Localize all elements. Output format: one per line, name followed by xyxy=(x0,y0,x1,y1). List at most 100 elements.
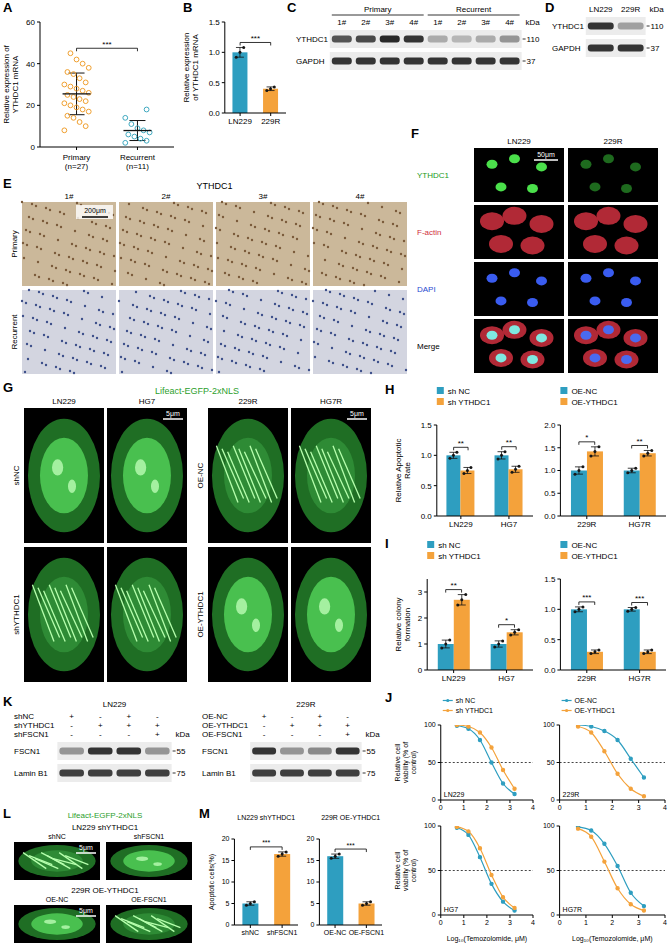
svg-text:0: 0 xyxy=(439,804,443,811)
svg-text:Relative Apoptotic: Relative Apoptotic xyxy=(394,438,403,502)
svg-text:229R OE-YTHDC1: 229R OE-YTHDC1 xyxy=(321,814,380,821)
svg-text:50: 50 xyxy=(428,867,436,874)
svg-text:110: 110 xyxy=(527,35,540,44)
svg-text:LN229: LN229 xyxy=(103,700,127,709)
svg-text:-: - xyxy=(291,712,294,721)
svg-text:Merge: Merge xyxy=(417,342,440,351)
svg-text:YTHDC1: YTHDC1 xyxy=(552,22,585,31)
svg-text:of YTHDC1 mRNA: of YTHDC1 mRNA xyxy=(191,34,200,101)
svg-text:HG7: HG7 xyxy=(501,520,518,529)
svg-text:**: ** xyxy=(451,581,457,590)
svg-text:3: 3 xyxy=(418,588,423,597)
svg-text:kDa: kDa xyxy=(176,730,191,739)
svg-text:Relative cell: Relative cell xyxy=(394,743,401,781)
svg-text:229R: 229R xyxy=(296,700,315,709)
svg-text:Primary: Primary xyxy=(364,5,392,14)
svg-text:-: - xyxy=(318,730,321,739)
svg-text:1.0: 1.0 xyxy=(209,48,221,57)
svg-text:***: *** xyxy=(102,40,111,49)
svg-text:Relative expression: Relative expression xyxy=(182,33,191,103)
svg-text:HG7: HG7 xyxy=(498,674,515,683)
svg-text:3#: 3# xyxy=(481,18,490,27)
svg-text:OE-NC: OE-NC xyxy=(202,712,228,721)
svg-text:+: + xyxy=(126,712,131,721)
svg-text:G: G xyxy=(3,380,13,395)
svg-text:shNC: shNC xyxy=(12,465,21,485)
svg-text:229R: 229R xyxy=(261,117,280,126)
svg-text:YTHDC1: YTHDC1 xyxy=(296,35,329,44)
svg-text:K: K xyxy=(3,694,13,709)
svg-text:0: 0 xyxy=(226,921,230,928)
svg-text:1: 1 xyxy=(462,919,466,926)
svg-text:Apoptotic cells(%): Apoptotic cells(%) xyxy=(208,854,216,910)
svg-text:3#: 3# xyxy=(385,18,394,27)
svg-text:HG7R: HG7R xyxy=(628,674,650,683)
svg-text:2#: 2# xyxy=(162,192,171,201)
svg-text:2#: 2# xyxy=(361,18,370,27)
svg-text:Lifeact-EGFP-2xNLS: Lifeact-EGFP-2xNLS xyxy=(155,386,239,396)
svg-text:FSCN1: FSCN1 xyxy=(202,747,229,756)
svg-text:4: 4 xyxy=(531,919,535,926)
svg-text:0.5: 0.5 xyxy=(544,636,556,645)
svg-text:-: - xyxy=(99,712,102,721)
svg-text:229R: 229R xyxy=(563,791,580,798)
svg-text:110: 110 xyxy=(651,22,664,31)
svg-text:1: 1 xyxy=(584,804,588,811)
svg-text:L: L xyxy=(3,806,11,821)
svg-text:***: *** xyxy=(347,842,355,849)
svg-text:OE-YTHDC1: OE-YTHDC1 xyxy=(571,552,618,561)
svg-text:-: - xyxy=(127,730,130,739)
svg-text:1#: 1# xyxy=(65,192,74,201)
svg-text:20: 20 xyxy=(307,835,315,842)
svg-text:2: 2 xyxy=(485,804,489,811)
svg-text:5μm: 5μm xyxy=(79,844,93,852)
svg-text:2: 2 xyxy=(610,804,614,811)
svg-text:4: 4 xyxy=(663,919,667,926)
svg-text:viability (% of: viability (% of xyxy=(402,742,410,783)
svg-text:1.5: 1.5 xyxy=(209,18,221,27)
svg-text:0.0: 0.0 xyxy=(544,512,556,521)
svg-text:15: 15 xyxy=(307,857,315,864)
svg-text:2: 2 xyxy=(485,919,489,926)
svg-text:Recurrent: Recurrent xyxy=(456,5,492,14)
svg-text:LN229: LN229 xyxy=(442,674,466,683)
svg-text:200μm: 200μm xyxy=(84,207,106,215)
svg-text:shFSCN1: shFSCN1 xyxy=(134,833,164,840)
svg-text:OE-FSCN1: OE-FSCN1 xyxy=(131,896,167,903)
svg-text:YTHDC1: YTHDC1 xyxy=(417,171,450,180)
svg-text:+: + xyxy=(155,721,160,730)
svg-text:LN229: LN229 xyxy=(449,520,473,529)
svg-text:0.5: 0.5 xyxy=(421,482,433,491)
svg-text:100: 100 xyxy=(543,822,555,829)
svg-text:sh NC: sh NC xyxy=(438,541,460,550)
svg-text:Rate: Rate xyxy=(403,462,412,479)
svg-text:LN229 shYTHDC1: LN229 shYTHDC1 xyxy=(72,823,139,832)
svg-text:GAPDH: GAPDH xyxy=(296,57,325,66)
svg-text:10: 10 xyxy=(222,878,230,885)
svg-text:2: 2 xyxy=(418,614,423,623)
svg-text:LN229 shYTHDC1: LN229 shYTHDC1 xyxy=(237,814,295,821)
svg-text:229R OE-YTHDC1: 229R OE-YTHDC1 xyxy=(71,886,139,895)
svg-text:0.5: 0.5 xyxy=(544,489,556,498)
svg-text:4: 4 xyxy=(531,804,535,811)
svg-text:2.0: 2.0 xyxy=(544,421,556,430)
svg-text:Recurrent: Recurrent xyxy=(10,314,19,350)
svg-text:Relative expression of: Relative expression of xyxy=(2,44,11,123)
svg-text:0: 0 xyxy=(31,143,36,152)
svg-text:+: + xyxy=(126,721,131,730)
svg-text:1: 1 xyxy=(584,919,588,926)
svg-text:1.0: 1.0 xyxy=(544,605,556,614)
svg-text:OE-NC: OE-NC xyxy=(46,896,69,903)
svg-text:sh YTHDC1: sh YTHDC1 xyxy=(438,552,481,561)
svg-text:OE-FSCN1: OE-FSCN1 xyxy=(202,730,243,739)
svg-text:-: - xyxy=(99,730,102,739)
svg-text:1.0: 1.0 xyxy=(421,451,433,460)
svg-text:*: * xyxy=(505,616,508,625)
svg-text:50: 50 xyxy=(547,867,555,874)
svg-text:3#: 3# xyxy=(259,192,268,201)
svg-text:-: - xyxy=(70,721,73,730)
svg-text:0: 0 xyxy=(432,796,436,803)
svg-text:F-actin: F-actin xyxy=(417,228,441,237)
svg-text:0: 0 xyxy=(418,666,423,675)
svg-text:3: 3 xyxy=(508,919,512,926)
